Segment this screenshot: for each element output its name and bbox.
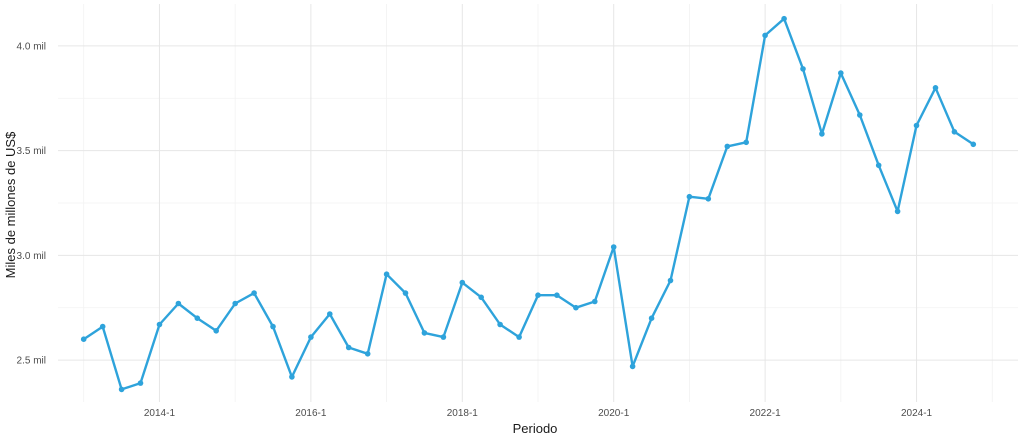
data-point: [497, 321, 503, 328]
data-points: [80, 15, 977, 393]
data-point: [970, 141, 977, 148]
data-point: [99, 323, 106, 330]
data-point: [573, 304, 579, 311]
data-point: [838, 70, 844, 76]
data-point: [743, 139, 749, 146]
data-point: [137, 380, 144, 386]
data-point: [705, 196, 712, 202]
data-point: [383, 271, 390, 278]
data-point: [421, 330, 428, 336]
data-point: [762, 32, 768, 39]
data-point: [440, 334, 447, 340]
data-point: [894, 208, 901, 215]
x-tick-label: 2014-1: [144, 408, 176, 419]
data-point: [667, 277, 674, 284]
data-point: [629, 363, 636, 370]
data-point: [289, 374, 295, 380]
x-tick-label: 2016-1: [295, 408, 327, 419]
x-tick-label: 2022-1: [750, 408, 782, 419]
data-point: [194, 315, 201, 322]
data-point: [724, 143, 731, 150]
data-point: [610, 244, 617, 250]
data-point: [535, 292, 541, 299]
data-point: [781, 15, 787, 22]
y-axis-tick-labels: 2.5 mil 3.0 mil 3.5 mil 4.0 mil: [17, 41, 46, 366]
data-point: [857, 112, 863, 118]
data-point: [819, 131, 825, 137]
x-tick-label: 2020-1: [598, 408, 630, 419]
series-line: [82, 17, 975, 391]
y-tick-label: 3.5 mil: [17, 146, 46, 157]
data-point: [308, 334, 314, 340]
data-point: [345, 344, 352, 351]
data-point: [251, 290, 257, 296]
data-point: [554, 292, 560, 299]
data-point: [875, 162, 882, 169]
data-point: [459, 279, 466, 286]
y-tick-label: 3.0 mil: [17, 251, 46, 262]
data-point: [932, 85, 939, 91]
data-point: [686, 193, 693, 200]
y-axis-title: Miles de millones de US$: [3, 131, 18, 278]
data-point: [516, 334, 522, 340]
x-axis-tick-labels: 2014-1 2016-1 2018-1 2020-1 2022-1 2024-1: [144, 408, 933, 419]
grid: [58, 4, 1018, 402]
data-point: [175, 300, 182, 307]
data-point: [402, 290, 409, 296]
data-point: [951, 129, 958, 135]
data-point: [364, 351, 371, 357]
data-point: [327, 311, 333, 317]
x-tick-label: 2024-1: [901, 408, 933, 419]
data-point: [592, 298, 598, 305]
data-point: [80, 336, 87, 343]
data-point: [800, 66, 806, 72]
data-point: [913, 122, 920, 129]
data-point: [478, 294, 485, 301]
data-point: [118, 386, 125, 393]
data-point: [156, 321, 163, 328]
x-tick-label: 2018-1: [447, 408, 479, 419]
data-point: [270, 323, 276, 330]
y-tick-label: 2.5 mil: [17, 356, 46, 367]
data-point: [232, 300, 238, 307]
x-axis-title: Periodo: [513, 421, 558, 436]
data-point: [213, 328, 219, 334]
y-tick-label: 4.0 mil: [17, 41, 46, 52]
data-point: [648, 315, 655, 322]
